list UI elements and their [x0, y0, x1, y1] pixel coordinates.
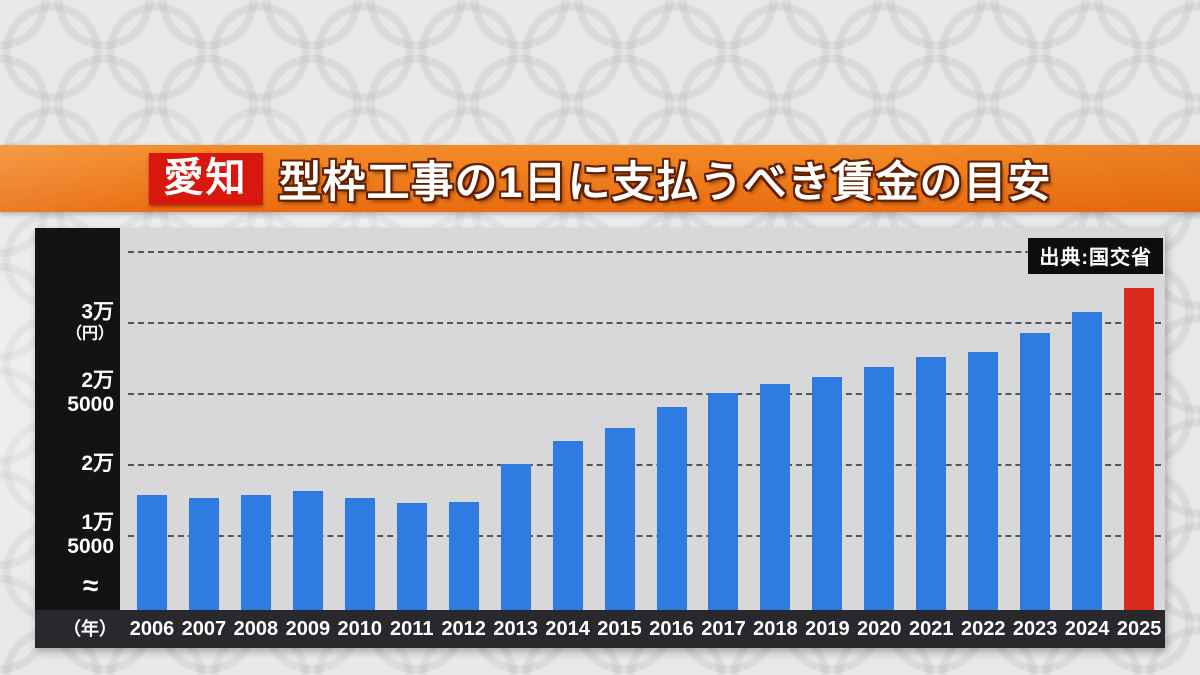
bar-2008	[240, 495, 271, 610]
bar-cell-2024	[1061, 228, 1113, 610]
gridlines-layer	[120, 228, 1165, 610]
bar-2007	[188, 498, 219, 610]
banner-title: 型枠工事の1日に支払うべき賃金の目安	[278, 158, 1052, 207]
bar-cell-2011	[386, 228, 438, 610]
bar-2015	[604, 428, 635, 610]
bar-cell-2017	[697, 228, 749, 610]
bar-cell-2022	[957, 228, 1009, 610]
bar-2019	[812, 377, 843, 610]
y-tick-label-20000: 2万	[81, 452, 114, 475]
year-label-2010: 2010	[337, 618, 383, 640]
year-label-2017: 2017	[701, 618, 746, 640]
y-tick-label-15000: 1万5000	[67, 511, 114, 558]
bar-2017	[708, 393, 739, 610]
bars-container	[126, 228, 1165, 610]
bar-2023	[1020, 333, 1051, 610]
bar-2024	[1072, 312, 1103, 610]
y-tick-labels: 3万 （円） 2万5000 2万 1万5000	[35, 228, 120, 610]
year-label-2019: 2019	[805, 618, 850, 640]
year-label-2008: 2008	[233, 618, 279, 640]
year-labels: 2006 2007 2008 2009 2010 2011 2012 2013 2014 2015…	[126, 610, 1165, 648]
bar-2010	[344, 498, 375, 610]
year-label-2011: 2011	[390, 618, 434, 640]
year-label-2021: 2021	[909, 618, 954, 640]
year-label-2018: 2018	[753, 618, 798, 640]
bar-cell-2012	[438, 228, 490, 610]
year-label-2013: 2013	[493, 618, 538, 640]
axis-break-icon: ≈	[83, 570, 99, 601]
year-label-2024: 2024	[1064, 618, 1110, 640]
year-label-2016: 2016	[649, 618, 694, 640]
y-tick-label-25000: 2万5000	[67, 369, 114, 416]
bar-cell-2018	[749, 228, 801, 610]
bar-2014	[552, 441, 583, 610]
year-label-2012: 2012	[441, 618, 486, 640]
bar-2011	[396, 503, 427, 610]
chart-panel: 3万 （円） 2万5000 2万 1万5000 ≈ （年） 2006 2007 2008 20…	[35, 228, 1165, 648]
bar-cell-2025	[1113, 228, 1165, 610]
bar-2020	[864, 367, 895, 610]
bar-cell-2007	[178, 228, 230, 610]
wage-banner: 愛知 型枠工事の1日に支払うべき賃金の目安	[0, 145, 1200, 212]
x-axis-unit-label: （年）	[63, 619, 117, 639]
bar-2006	[136, 495, 167, 610]
bar-2009	[292, 491, 323, 610]
bar-2021	[916, 357, 947, 610]
bar-cell-2013	[490, 228, 542, 610]
bar-2025	[1124, 288, 1155, 610]
bar-cell-2019	[801, 228, 853, 610]
x-axis-band: （年） 2006 2007 2008 2009 2010 2011 2012 2013 2014…	[35, 610, 1165, 648]
year-label-2020: 2020	[857, 618, 902, 640]
bar-2018	[760, 384, 791, 610]
bar-cell-2010	[334, 228, 386, 610]
bar-2013	[500, 464, 531, 610]
bar-cell-2023	[1009, 228, 1061, 610]
y-tick-label-30000: 3万 （円）	[65, 300, 114, 343]
bar-cell-2016	[646, 228, 698, 610]
year-label-2007: 2007	[181, 618, 227, 640]
bar-cell-2021	[905, 228, 957, 610]
source-badge: 出典:国交省	[1028, 238, 1163, 274]
bar-2016	[656, 407, 687, 610]
bar-2022	[968, 352, 999, 610]
bar-cell-2020	[853, 228, 905, 610]
year-label-2022: 2022	[960, 618, 1006, 640]
bar-cell-2014	[542, 228, 594, 610]
year-label-2023: 2023	[1012, 618, 1058, 640]
bar-2012	[448, 502, 479, 610]
plot-area	[120, 228, 1165, 610]
prefecture-badge: 愛知	[148, 152, 263, 205]
bar-cell-2015	[594, 228, 646, 610]
year-label-2009: 2009	[285, 618, 331, 640]
year-label-2006: 2006	[129, 618, 175, 640]
year-label-2015: 2015	[597, 618, 642, 640]
year-label-2014: 2014	[545, 618, 590, 640]
year-label-2025: 2025	[1116, 618, 1162, 640]
bar-cell-2008	[230, 228, 282, 610]
bar-cell-2009	[282, 228, 334, 610]
bar-cell-2006	[126, 228, 178, 610]
